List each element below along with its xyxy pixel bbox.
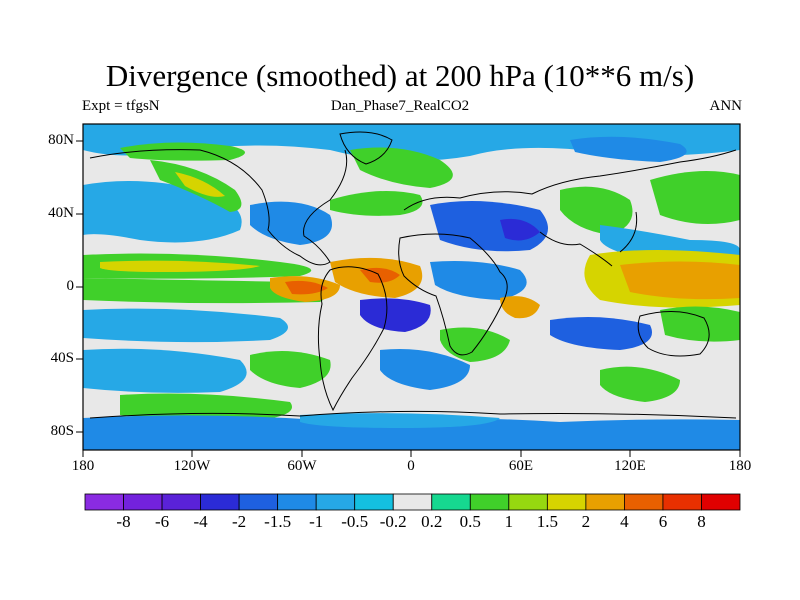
colorbar-box [161, 493, 201, 511]
colorbar-box [585, 493, 625, 511]
map-title: Divergence (smoothed) at 200 hPa (10**6 … [105, 58, 695, 93]
colorbar-box [508, 493, 548, 511]
colorbar-label: -0.2 [379, 512, 407, 531]
colorbar-box [315, 493, 356, 511]
lon-label-60w: 60W [287, 458, 317, 474]
indian-ocean-blue [430, 261, 527, 300]
colorbar-label: 1.5 [536, 512, 558, 531]
colorbar-box [84, 493, 124, 511]
colorbar-label: -6 [154, 512, 170, 531]
colorbar-label: 8 [697, 512, 706, 531]
australia-coast [637, 310, 710, 357]
lat-label-0: 0 [66, 278, 75, 294]
colorbar-box [431, 493, 471, 511]
south-mid-blue [83, 348, 247, 393]
experiment-label: Expt = tfgsN [82, 98, 160, 114]
season-label: ANN [709, 98, 743, 114]
colorbar-label: -1 [309, 512, 324, 531]
south-pacific-green [660, 306, 740, 342]
tropical-atlantic-red [360, 267, 400, 283]
south-atlantic-blue [380, 349, 470, 390]
south-mid-green [250, 351, 331, 388]
north-pacific-yellow [175, 172, 225, 197]
lon-label-180e: 180 [728, 458, 752, 474]
colorbar-label: 2 [581, 512, 591, 531]
central-asia-green [560, 186, 633, 235]
colorbar-box [469, 493, 510, 511]
colorbar-box [123, 493, 163, 511]
colorbar-box [701, 493, 741, 511]
asia-deep-blue [500, 218, 540, 241]
lat-ticks [76, 140, 83, 433]
colorbar-label: -4 [193, 512, 208, 531]
colorbar-box [546, 493, 587, 511]
case-name-label: Dan_Phase7_RealCO2 [330, 98, 470, 114]
north-america-blue [250, 201, 332, 245]
antarctica-coast [89, 410, 737, 419]
lat-label-40n: 40N [48, 205, 74, 221]
lon-label-120e: 120E [614, 458, 646, 474]
colorbar-box [200, 493, 240, 511]
colorbar-box [354, 493, 394, 511]
antarctic-blue-band [83, 415, 740, 450]
colorbar-label: 0.5 [459, 512, 481, 531]
south-america-peak-red [285, 280, 328, 295]
colorbar-box [624, 493, 664, 511]
colorbar-box [277, 493, 317, 511]
east-africa-orange [500, 296, 540, 319]
colorbar-label: -8 [116, 512, 131, 531]
greenland-coast [339, 131, 393, 165]
colorbar-label: -1.5 [264, 512, 292, 531]
lat-label-40s: 40S [50, 350, 74, 366]
colorbar-label: -2 [232, 512, 247, 531]
west-pacific-green [650, 171, 740, 224]
lon-label-180w: 180 [71, 458, 95, 474]
lat-label-80n: 80N [48, 132, 74, 148]
north-atlantic-green [350, 147, 453, 188]
antarctic-weak-band [300, 413, 500, 428]
atlantic-deep-blue [360, 298, 431, 332]
lon-label-0: 0 [407, 458, 415, 474]
warm-pool-orange [620, 261, 740, 300]
north-polar-band [83, 124, 740, 161]
arctic-blue-patch [570, 136, 687, 162]
equatorial-pacific-green [83, 278, 327, 304]
colorbar-label: 6 [658, 512, 668, 531]
lat-label-80s: 80S [50, 423, 74, 439]
lon-label-120w: 120W [173, 458, 211, 474]
colorbar-box [662, 493, 702, 511]
africa-coast [398, 233, 508, 356]
lon-label-60e: 60E [508, 458, 534, 474]
colorbar-label: 4 [620, 512, 629, 531]
colorbar-label: 1 [504, 512, 514, 531]
south-pacific-blue [83, 308, 288, 343]
tropical-north-yellow [100, 260, 260, 272]
coastlines [89, 131, 737, 419]
colorbar-label: -0.5 [341, 512, 369, 531]
eurasia-coast [403, 149, 737, 267]
south-america-coast [317, 266, 388, 412]
mediterranean-green [330, 191, 423, 216]
north-america-coast [89, 149, 348, 266]
divergence-field [83, 124, 740, 450]
colorbar-label: 0.2 [421, 512, 443, 531]
north-green-streak [120, 142, 245, 161]
colorbar-box [392, 493, 433, 511]
colorbar [84, 493, 741, 511]
southern-indian-green [600, 366, 680, 402]
indian-ocean-deep-blue [550, 316, 652, 350]
colorbar-box [238, 493, 279, 511]
lon-ticks [82, 450, 741, 457]
